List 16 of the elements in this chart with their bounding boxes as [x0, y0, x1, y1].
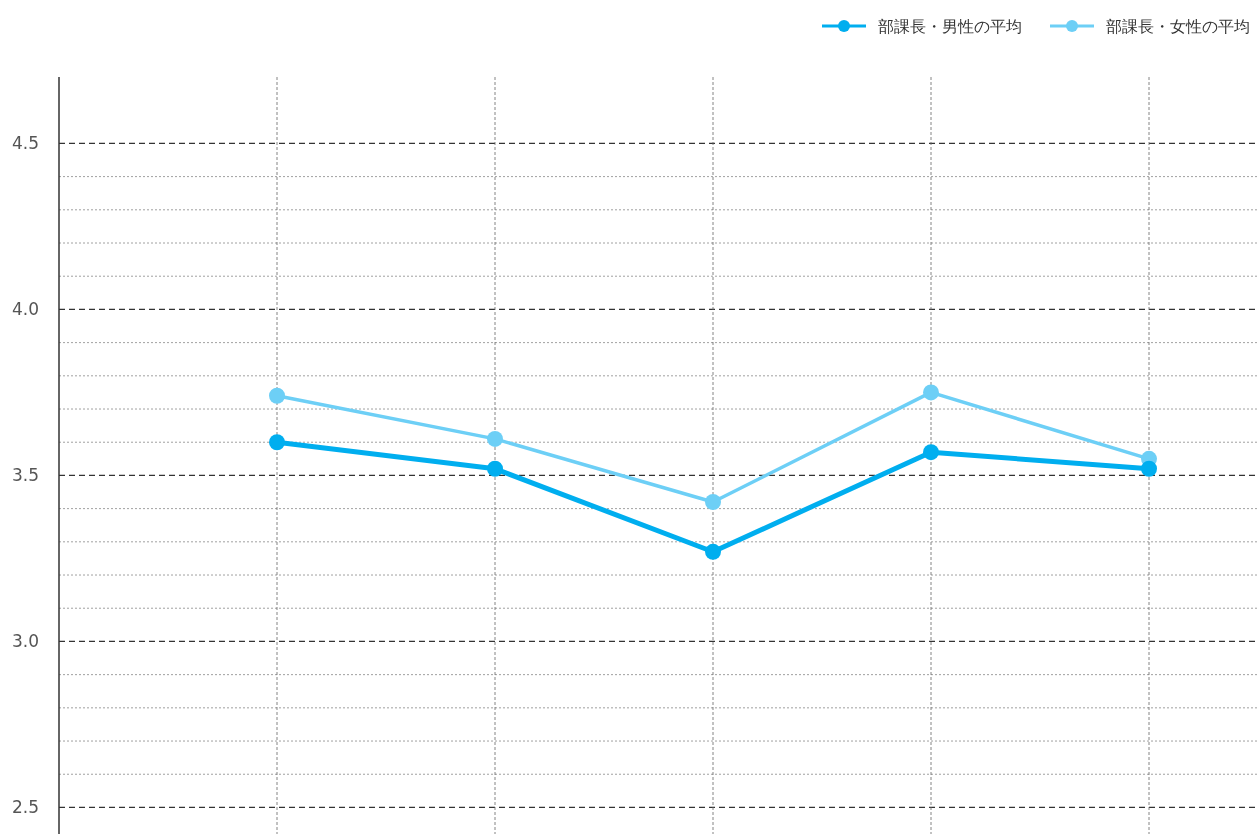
point: [269, 387, 285, 404]
point: [269, 434, 285, 451]
point: [487, 430, 503, 447]
legend-label: 部課長・男性の平均: [878, 17, 1022, 36]
text: 3.0: [11, 631, 39, 652]
y-tick-label: 3.5: [11, 465, 39, 486]
y-tick-label: 4.0: [11, 299, 39, 320]
point: [705, 493, 721, 510]
y-tick-label: 4.5: [11, 133, 39, 154]
point: [923, 384, 939, 401]
y-tick-label: 2.5: [11, 797, 39, 818]
point: [923, 444, 939, 461]
point: [487, 460, 503, 477]
point: [1141, 460, 1157, 477]
legend-label: 部課長・女性の平均: [1106, 17, 1250, 36]
point: [705, 543, 721, 560]
